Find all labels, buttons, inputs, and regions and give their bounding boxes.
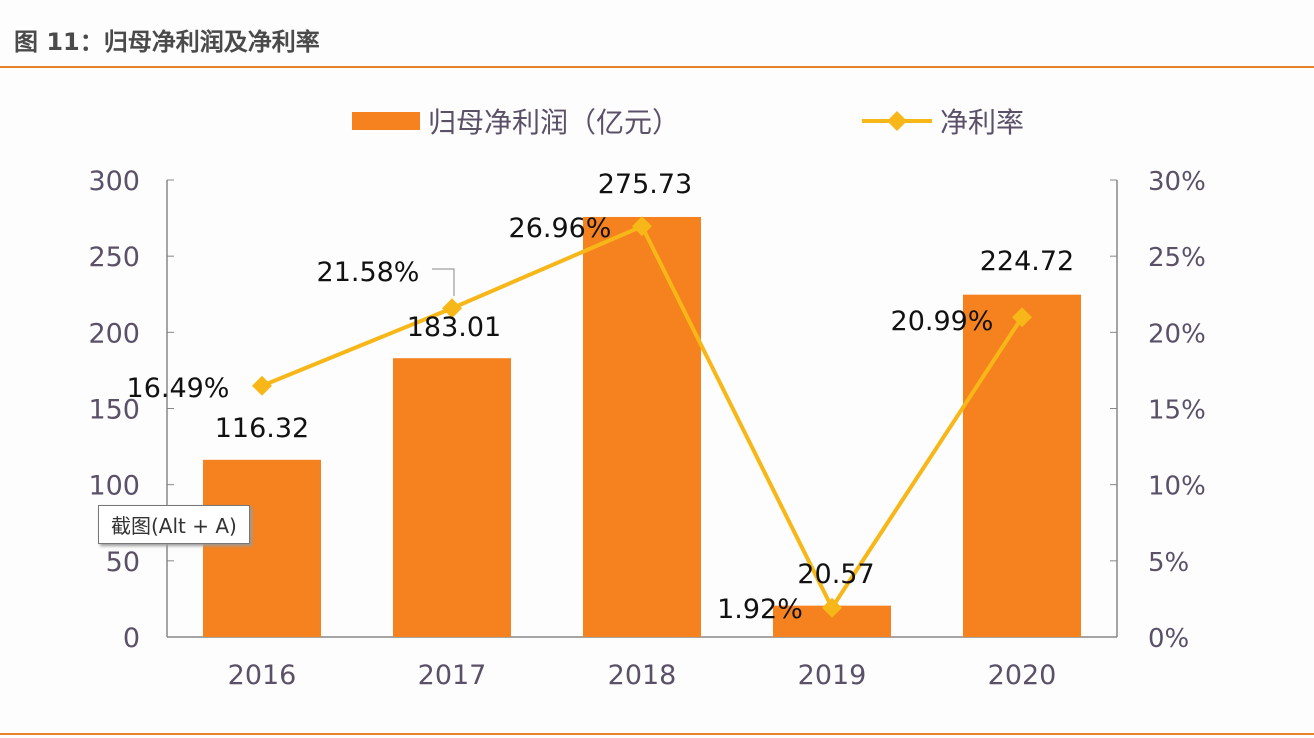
bar-value-label: 224.72 — [980, 246, 1074, 277]
right-tick-label: 5% — [1148, 548, 1189, 578]
x-tick-label: 2018 — [608, 660, 677, 691]
line-value-label: 20.99% — [891, 306, 994, 337]
right-tick-label: 20% — [1148, 319, 1206, 349]
bar-value-label: 116.32 — [215, 413, 309, 444]
legend-bar-label: 归母净利润（亿元） — [428, 106, 680, 139]
line-value-label: 16.49% — [127, 373, 230, 404]
right-tick-label: 30% — [1148, 167, 1206, 197]
left-tick-label: 0 — [123, 623, 140, 654]
net-margin-marker-2017 — [442, 298, 462, 319]
net-margin-marker-2016 — [252, 375, 272, 396]
bar-2020 — [963, 294, 1081, 637]
bar-2017 — [393, 358, 511, 637]
left-tick-label: 150 — [88, 395, 140, 426]
left-tick-label: 50 — [106, 547, 140, 578]
net-margin-marker-2020 — [1012, 307, 1032, 328]
right-tick-label: 25% — [1148, 243, 1206, 273]
left-tick-label: 200 — [88, 318, 140, 349]
right-tick-label: 0% — [1148, 624, 1189, 654]
label-leader-line — [432, 268, 455, 296]
right-tick-label: 15% — [1148, 396, 1206, 426]
net-margin-marker-2019 — [822, 597, 842, 618]
bottom-divider — [0, 733, 1314, 735]
x-tick-label: 2017 — [418, 660, 487, 691]
legend-line-label: 净利率 — [940, 106, 1024, 139]
bar-2018 — [583, 216, 701, 637]
bar-value-label: 275.73 — [598, 169, 692, 200]
left-tick-label: 300 — [88, 166, 140, 197]
x-tick-label: 2016 — [228, 660, 297, 691]
line-value-label: 1.92% — [717, 594, 803, 625]
line-value-label: 21.58% — [317, 257, 420, 288]
bar-2016 — [203, 459, 321, 637]
bar-value-label: 183.01 — [407, 312, 501, 343]
title-divider — [0, 66, 1314, 68]
legend-line-marker — [887, 111, 907, 131]
screenshot-tooltip: 截图(Alt + A) — [98, 505, 250, 544]
line-value-label: 26.96% — [509, 213, 612, 244]
net-margin-marker-2018 — [632, 216, 652, 237]
left-tick-label: 100 — [88, 471, 140, 502]
legend-bar-swatch — [352, 112, 420, 130]
figure-title: 图 11：归母净利润及净利率 — [14, 28, 320, 56]
bar-value-label: 20.57 — [797, 559, 874, 590]
x-tick-label: 2019 — [798, 660, 867, 691]
right-tick-label: 10% — [1148, 472, 1206, 502]
x-tick-label: 2020 — [988, 660, 1057, 691]
left-tick-label: 250 — [88, 242, 140, 273]
